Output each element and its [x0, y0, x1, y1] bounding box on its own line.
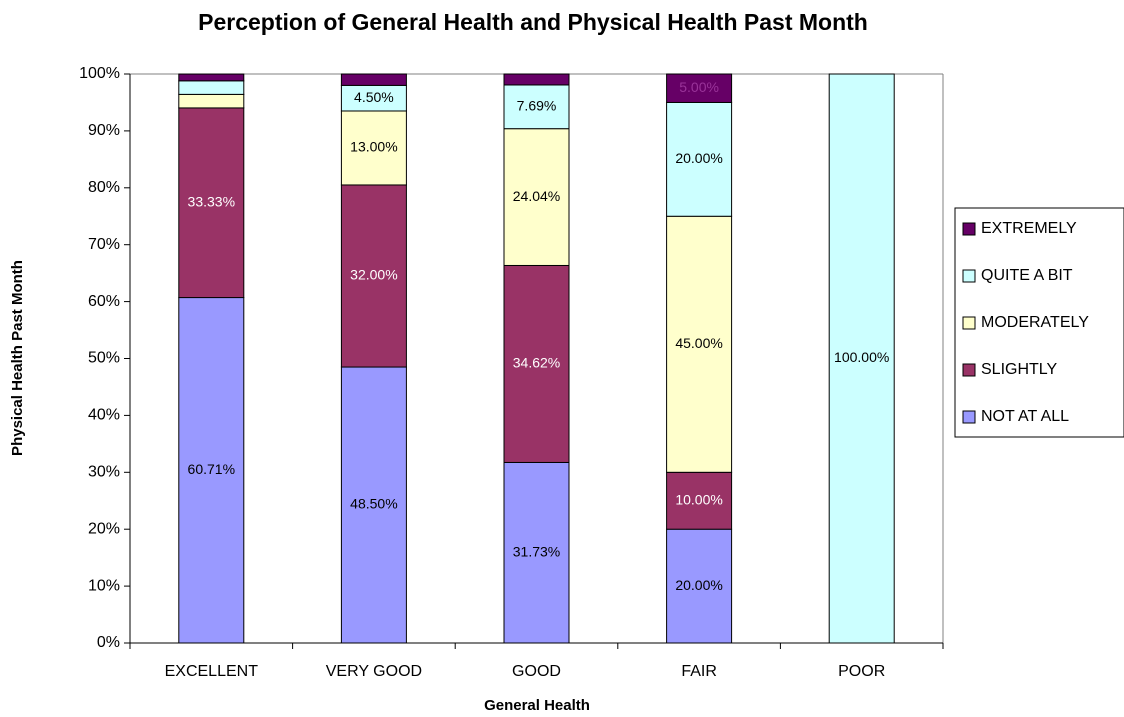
bar-segment	[178, 73, 245, 82]
legend-label: SLIGHTLY	[981, 361, 1058, 378]
legend-box	[954, 207, 1124, 438]
bar-segment	[666, 73, 733, 103]
y-axis-title: Physical Health Past Month	[9, 260, 26, 456]
y-tick-label: 90%	[88, 122, 120, 139]
bar-segment	[178, 107, 245, 299]
value-label: 32.00%	[350, 267, 397, 283]
value-label: 60.71%	[188, 461, 235, 477]
value-label: 4.50%	[354, 89, 394, 105]
legend-swatch	[962, 410, 976, 424]
y-tick-label: 70%	[88, 236, 120, 253]
x-axis-title: General Health	[484, 697, 590, 714]
value-label: 31.73%	[513, 543, 560, 559]
bar-segment	[503, 73, 570, 86]
legend-label: QUITE A BIT	[981, 267, 1073, 284]
value-label: 10.00%	[675, 491, 722, 507]
bar-segment	[666, 471, 733, 530]
y-tick-label: 50%	[88, 350, 120, 367]
y-tick-label: 30%	[88, 464, 120, 481]
legend-swatch	[962, 222, 976, 236]
bar-segment	[666, 101, 733, 217]
bar-segment	[503, 264, 570, 463]
value-label: 20.00%	[675, 577, 722, 593]
y-tick-label: 40%	[88, 407, 120, 424]
value-label: 48.50%	[350, 496, 397, 512]
value-label: 13.00%	[350, 139, 397, 155]
bar-segment	[828, 73, 895, 644]
bar-segment	[340, 184, 407, 368]
value-label: 20.00%	[675, 150, 722, 166]
y-tick-label: 0%	[97, 634, 120, 651]
bar-segment	[340, 110, 407, 186]
value-label: 33.33%	[188, 193, 235, 209]
legend-swatch	[962, 363, 976, 377]
value-label: 34.62%	[513, 355, 560, 371]
bar-segment	[666, 215, 733, 473]
x-tick-label: GOOD	[512, 663, 561, 680]
legend-label: MODERATELY	[981, 314, 1089, 331]
bar-segment	[178, 93, 245, 109]
bar-segment	[503, 461, 570, 644]
value-label: 100.00%	[834, 349, 889, 365]
y-tick-label: 80%	[88, 179, 120, 196]
y-tick-label: 60%	[88, 293, 120, 310]
bar-segment	[503, 128, 570, 266]
chart-title: Perception of General Health and Physica…	[198, 9, 868, 35]
bar-segment	[666, 528, 733, 644]
bar-segment	[340, 73, 407, 86]
x-tick-label: EXCELLENT	[165, 663, 259, 680]
legend-label: EXTREMELY	[981, 220, 1077, 237]
y-tick-label: 100%	[79, 65, 120, 82]
value-label: 24.04%	[513, 188, 560, 204]
x-tick-label: FAIR	[681, 663, 717, 680]
y-tick-label: 20%	[88, 520, 120, 537]
x-tick-label: VERY GOOD	[326, 663, 422, 680]
value-label: 5.00%	[679, 79, 719, 95]
legend-swatch	[962, 269, 976, 283]
x-tick-label: POOR	[838, 663, 885, 680]
bar-segment	[340, 366, 407, 644]
bar-segment	[503, 84, 570, 130]
bar-segment	[178, 80, 245, 95]
y-tick-label: 10%	[88, 577, 120, 594]
legend-label: NOT AT ALL	[981, 408, 1069, 425]
value-label: 45.00%	[675, 335, 722, 351]
value-label: 7.69%	[517, 98, 557, 114]
legend-swatch	[962, 316, 976, 330]
